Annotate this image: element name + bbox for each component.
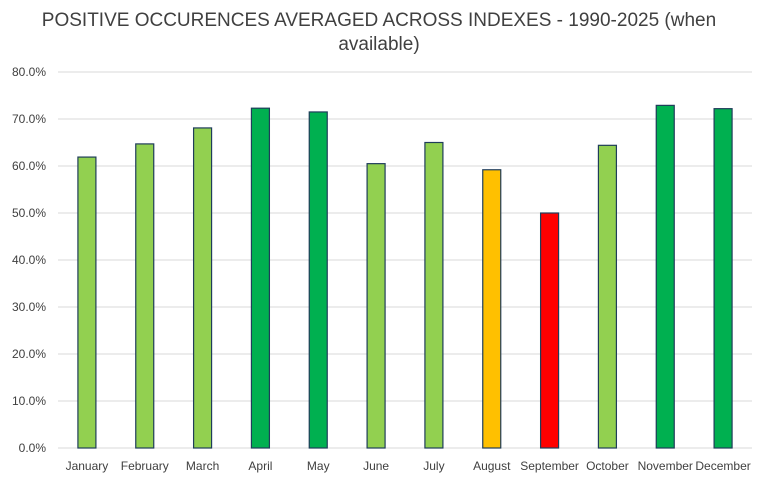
x-axis-category-labels: January February March April May June July Augu… <box>66 459 751 473</box>
y-axis-tick-labels: 0.0% 10.0% 20.0% 30.0% 40.0% 50.0% 60.0% 70.0% 8… <box>12 65 46 455</box>
bar-august <box>482 169 502 449</box>
y-tick-label: 20.0% <box>12 347 46 361</box>
y-tick-label: 10.0% <box>12 394 46 408</box>
bar-july <box>424 141 444 449</box>
bar-may <box>308 111 328 449</box>
bar-january <box>77 156 97 449</box>
y-tick-label: 50.0% <box>12 206 46 220</box>
y-tick-label: 40.0% <box>12 253 46 267</box>
x-category-label: April <box>248 459 272 473</box>
y-tick-label: 70.0% <box>12 112 46 126</box>
bar-march <box>192 127 213 449</box>
bar-october <box>597 144 618 449</box>
x-category-label: October <box>586 459 629 473</box>
chart-title-line-2: available) <box>338 34 419 55</box>
bars <box>77 104 733 449</box>
x-category-label: December <box>695 459 750 473</box>
chart-title-line-1: POSITIVE OCCURENCES AVERAGED ACROSS INDE… <box>42 10 716 31</box>
bar-june <box>366 163 386 449</box>
x-category-label: July <box>423 459 444 473</box>
gridlines <box>58 71 752 449</box>
x-category-label: March <box>186 459 219 473</box>
x-category-label: February <box>121 459 169 473</box>
bar-september <box>539 212 560 449</box>
bar-december <box>713 108 733 449</box>
bar-november <box>655 104 675 449</box>
y-tick-label: 30.0% <box>12 300 46 314</box>
y-tick-label: 0.0% <box>19 441 47 455</box>
x-category-label: September <box>520 459 579 473</box>
x-category-label: June <box>363 459 389 473</box>
y-tick-label: 60.0% <box>12 159 46 173</box>
bar-april <box>250 107 271 449</box>
y-tick-label: 80.0% <box>12 65 46 79</box>
bar-february <box>135 143 155 449</box>
x-category-label: January <box>66 459 109 473</box>
x-category-label: August <box>473 459 511 473</box>
x-category-label: November <box>638 459 693 473</box>
x-category-label: May <box>307 459 330 473</box>
